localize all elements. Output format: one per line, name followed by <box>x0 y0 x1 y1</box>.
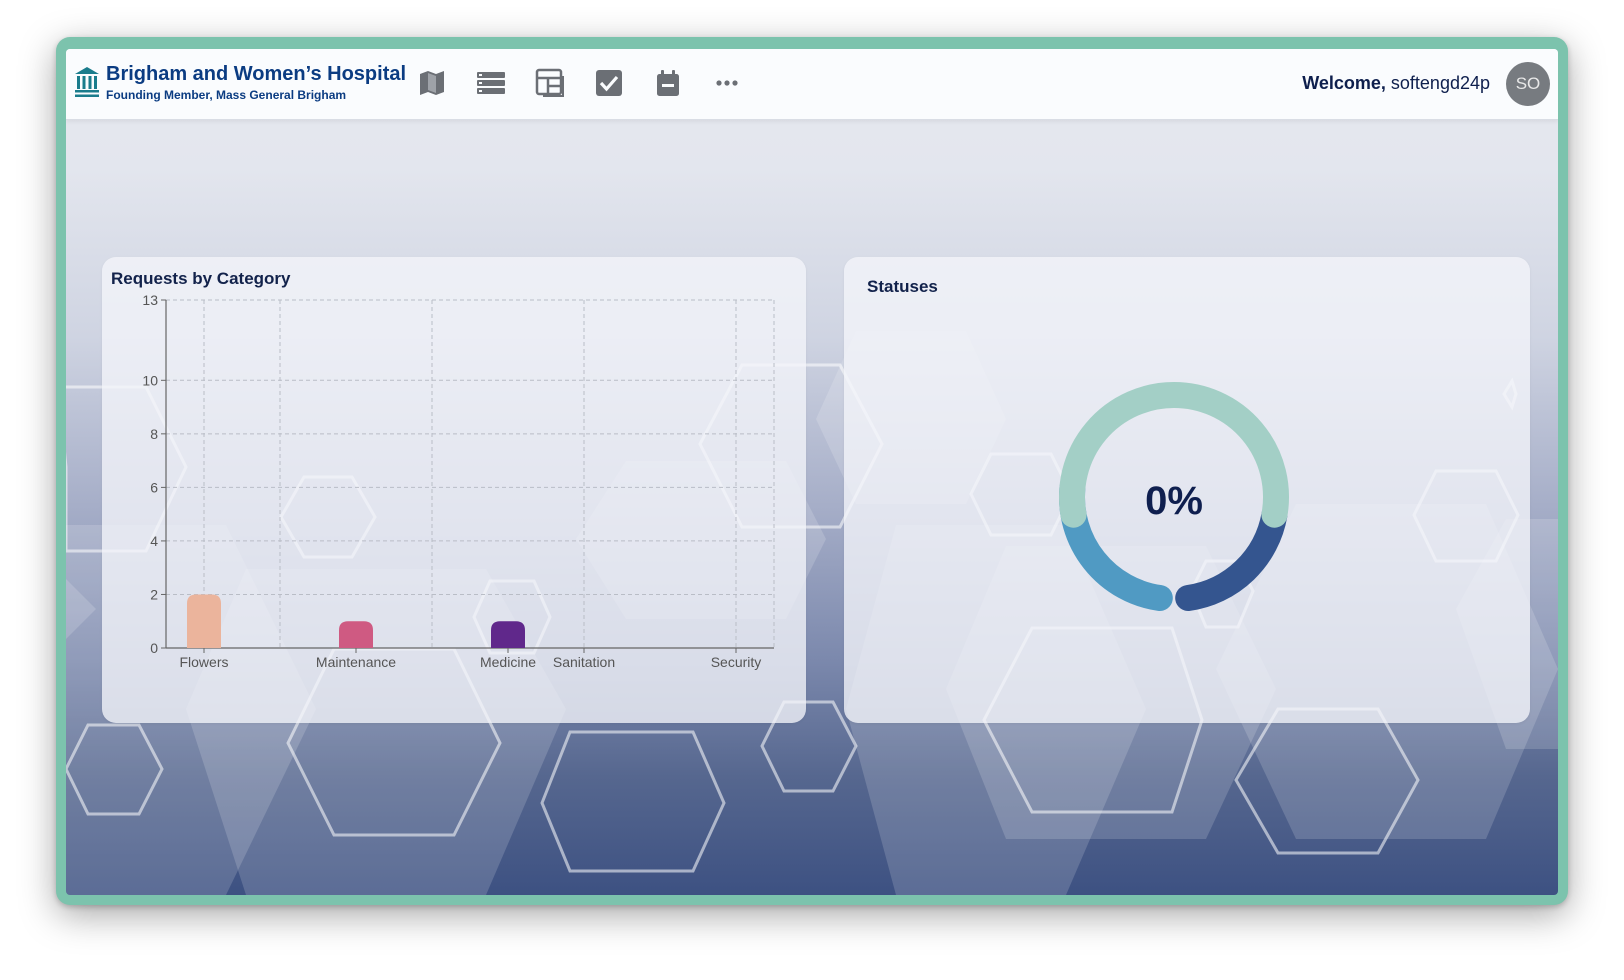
bar-flowers <box>187 594 221 648</box>
x-tick-label: Medicine <box>480 654 536 670</box>
donut-segment-light <box>1059 382 1289 528</box>
top-header: Brigham and Women’s Hospital Founding Me… <box>66 49 1558 120</box>
username: softengd24p <box>1390 73 1490 93</box>
status-donut-chart: 0% <box>1059 382 1289 612</box>
app-window: Brigham and Women’s Hospital Founding Me… <box>56 37 1568 905</box>
y-tick-label: 13 <box>142 292 158 308</box>
hospital-logo-icon <box>75 67 99 97</box>
dashboard-icon[interactable] <box>535 68 565 98</box>
welcome-message: Welcome, softengd24p <box>1302 73 1490 94</box>
y-tick-label: 0 <box>150 640 158 656</box>
welcome-label: Welcome, <box>1302 73 1386 93</box>
more-icon[interactable] <box>712 68 742 98</box>
brand-subtitle: Founding Member, Mass General Brigham <box>106 88 347 102</box>
x-tick-label: Maintenance <box>316 654 396 670</box>
bar-maintenance <box>339 621 373 648</box>
x-tick-label: Security <box>711 654 762 670</box>
requests-bar-chart: 0 2 4 6 8 10 13 Flowers Maintenance Medicine Sanit… <box>142 292 775 670</box>
checkbox-icon[interactable] <box>594 68 624 98</box>
y-tick-label: 2 <box>150 586 158 602</box>
list-icon[interactable] <box>476 68 506 98</box>
requests-by-category-card: Requests by Category 0 2 4 6 8 10 13 Flowers Mai… <box>102 257 806 723</box>
statuses-card-title: Statuses <box>867 277 938 296</box>
donut-segment-dark <box>1175 501 1288 612</box>
map-icon[interactable] <box>417 68 447 98</box>
status-percent-label: 0% <box>1145 479 1203 523</box>
x-tick-label: Sanitation <box>553 654 615 670</box>
calendar-icon[interactable] <box>653 68 683 98</box>
brand-title[interactable]: Brigham and Women’s Hospital <box>106 63 407 85</box>
y-tick-label: 8 <box>150 426 158 442</box>
app-screen: Brigham and Women’s Hospital Founding Me… <box>66 49 1558 895</box>
y-tick-label: 10 <box>142 372 158 388</box>
y-tick-label: 6 <box>150 479 158 495</box>
x-tick-label: Flowers <box>179 654 228 670</box>
y-tick-label: 4 <box>150 533 158 549</box>
requests-card-title: Requests by Category <box>111 269 291 288</box>
user-avatar[interactable]: SO <box>1506 62 1550 106</box>
bar-medicine <box>491 621 525 648</box>
statuses-card: Statuses 0% <box>844 257 1530 723</box>
